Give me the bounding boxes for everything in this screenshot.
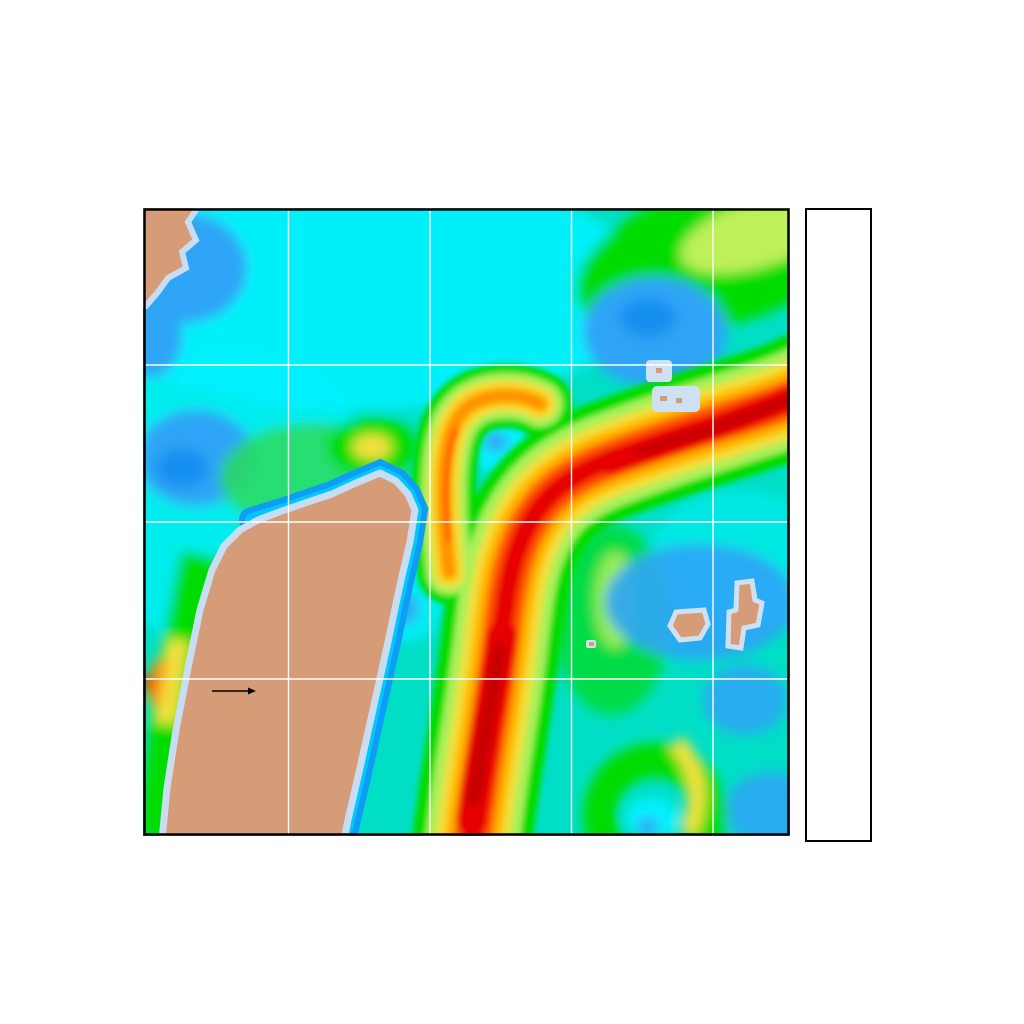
islet [676, 398, 682, 403]
islet [589, 642, 594, 646]
reference-vector [212, 687, 256, 695]
map-border [143, 208, 790, 836]
kuroshio-current-band [411, 334, 790, 836]
graticule-gridlines [143, 208, 790, 836]
islet [660, 396, 667, 401]
speed-field [143, 208, 790, 836]
reference-arrowhead [248, 687, 256, 695]
minmax-stats [180, 839, 255, 884]
velocity-map [143, 208, 790, 836]
islet [656, 368, 662, 373]
island-land [725, 578, 765, 651]
island-land [667, 607, 711, 643]
colorbar [805, 208, 872, 842]
